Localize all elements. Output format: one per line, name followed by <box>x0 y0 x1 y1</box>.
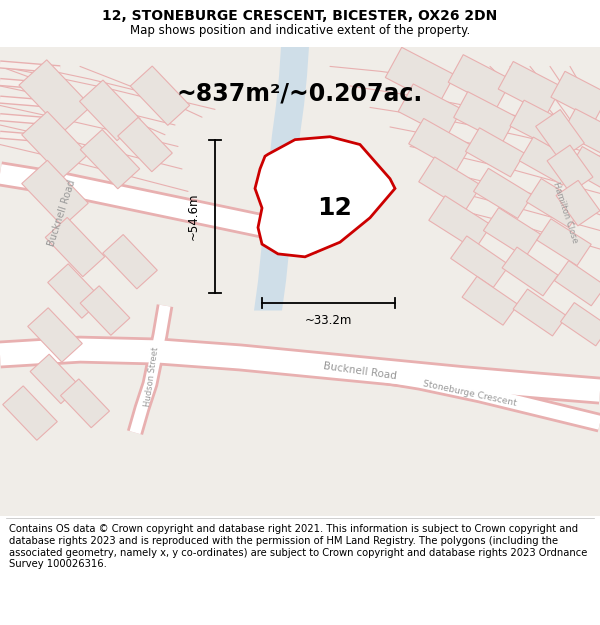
Text: Hudson Street: Hudson Street <box>143 346 161 408</box>
Polygon shape <box>556 181 600 226</box>
Text: ~33.2m: ~33.2m <box>305 314 352 327</box>
Polygon shape <box>547 145 593 192</box>
Polygon shape <box>454 92 517 142</box>
Polygon shape <box>520 137 577 185</box>
Polygon shape <box>510 100 570 150</box>
Polygon shape <box>502 247 558 296</box>
Text: Bucknell Road: Bucknell Road <box>323 361 397 381</box>
Polygon shape <box>409 118 472 171</box>
Polygon shape <box>551 71 600 120</box>
Polygon shape <box>19 60 91 132</box>
Polygon shape <box>22 111 88 178</box>
Polygon shape <box>398 84 462 137</box>
Polygon shape <box>560 302 600 346</box>
Polygon shape <box>80 129 140 189</box>
Polygon shape <box>130 66 190 126</box>
Polygon shape <box>385 48 455 105</box>
Text: ~54.6m: ~54.6m <box>187 192 199 240</box>
Text: Stoneburge Crescent: Stoneburge Crescent <box>422 379 518 408</box>
Polygon shape <box>462 276 518 325</box>
Polygon shape <box>448 54 512 107</box>
Text: Bucknell Road: Bucknell Road <box>47 178 77 248</box>
Polygon shape <box>28 308 82 362</box>
Polygon shape <box>80 80 140 141</box>
Text: Hamilton Close: Hamilton Close <box>551 181 579 244</box>
Polygon shape <box>48 264 102 318</box>
Text: ~837m²/~0.207ac.: ~837m²/~0.207ac. <box>177 82 423 106</box>
Polygon shape <box>3 386 57 440</box>
Polygon shape <box>537 219 591 266</box>
Polygon shape <box>61 379 109 428</box>
Polygon shape <box>466 127 524 177</box>
Polygon shape <box>45 217 105 277</box>
Polygon shape <box>80 286 130 335</box>
Polygon shape <box>513 289 567 336</box>
Polygon shape <box>484 208 541 257</box>
Polygon shape <box>30 354 80 404</box>
Polygon shape <box>554 261 600 306</box>
Polygon shape <box>118 118 172 172</box>
Polygon shape <box>569 146 600 191</box>
Polygon shape <box>473 168 532 218</box>
Text: 12, STONEBURGE CRESCENT, BICESTER, OX26 2DN: 12, STONEBURGE CRESCENT, BICESTER, OX26 … <box>103 9 497 23</box>
Text: 12: 12 <box>317 196 352 220</box>
Polygon shape <box>562 109 600 155</box>
Polygon shape <box>536 109 584 160</box>
Polygon shape <box>255 137 395 257</box>
Text: Contains OS data © Crown copyright and database right 2021. This information is : Contains OS data © Crown copyright and d… <box>9 524 587 569</box>
Polygon shape <box>254 47 309 311</box>
Polygon shape <box>22 160 88 226</box>
Text: Map shows position and indicative extent of the property.: Map shows position and indicative extent… <box>130 24 470 36</box>
Polygon shape <box>429 196 491 249</box>
Polygon shape <box>451 236 509 288</box>
Polygon shape <box>103 234 157 289</box>
Polygon shape <box>526 179 584 227</box>
Polygon shape <box>498 61 562 114</box>
Polygon shape <box>419 157 481 210</box>
